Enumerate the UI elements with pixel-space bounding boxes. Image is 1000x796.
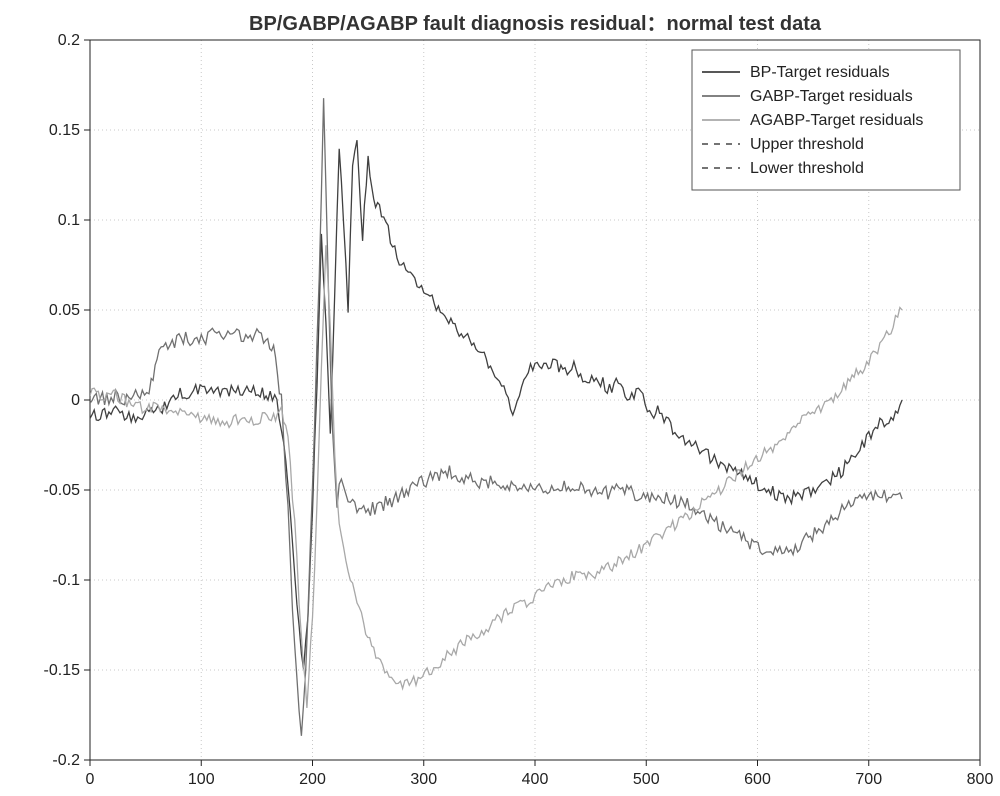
- x-tick-label: 400: [522, 771, 549, 788]
- x-tick-label: 500: [633, 771, 660, 788]
- legend-label: BP-Target residuals: [750, 64, 890, 81]
- legend: BP-Target residuals GABP-Target residuals…: [692, 50, 960, 190]
- y-tick-label: 0.15: [49, 122, 80, 139]
- legend-label: AGABP-Target residuals: [750, 112, 923, 129]
- y-tick-label: 0.2: [58, 32, 80, 49]
- y-tick-label: -0.2: [52, 752, 80, 769]
- legend-label: Lower threshold: [750, 160, 864, 177]
- y-tick-label: -0.15: [44, 662, 81, 679]
- x-tick-label: 700: [855, 771, 882, 788]
- legend-label: Upper threshold: [750, 136, 864, 153]
- x-tick-label: 200: [299, 771, 326, 788]
- x-tick-label: 0: [86, 771, 95, 788]
- x-tick-label: 600: [744, 771, 771, 788]
- x-tick-label: 800: [967, 771, 994, 788]
- chart-svg: 0 100 200 300 400 500 600 700 800 -0.2 -0.15 -0.1 -0…: [0, 0, 1000, 796]
- y-tick-label: 0: [71, 392, 80, 409]
- y-tick-label: 0.1: [58, 212, 80, 229]
- legend-label: GABP-Target residuals: [750, 88, 913, 105]
- y-tick-label: -0.1: [52, 572, 80, 589]
- y-tick-label: 0.05: [49, 302, 80, 319]
- chart-container: 0 100 200 300 400 500 600 700 800 -0.2 -0.15 -0.1 -0…: [0, 0, 1000, 796]
- x-tick-label: 300: [410, 771, 437, 788]
- y-tick-label: -0.05: [44, 482, 81, 499]
- chart-title: BP/GABP/AGABP fault diagnosis residual：n…: [249, 13, 822, 35]
- x-tick-label: 100: [188, 771, 215, 788]
